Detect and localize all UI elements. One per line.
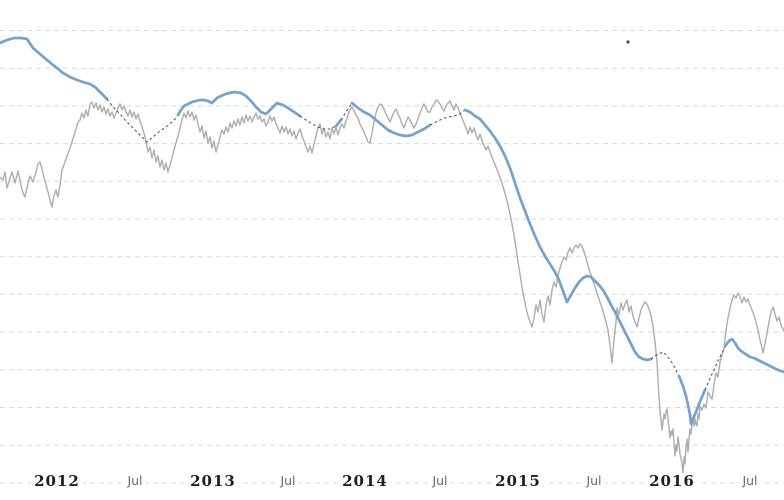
x-axis-month-label: Jul (277, 473, 299, 489)
blue-series-line-dashed-segment (429, 109, 466, 126)
blue-series-line-dashed-segment (299, 115, 337, 130)
blue-series-line-dashed-segment (704, 344, 727, 391)
series-group (0, 36, 784, 475)
x-axis-year-label: 2013 (187, 473, 239, 489)
artifact-dot (626, 40, 630, 44)
blue-series-line-solid-segment (677, 374, 707, 426)
x-axis-month-label: Jul (739, 473, 761, 489)
blue-series-line-solid-segment (334, 118, 343, 128)
blue-series-line-dashed-segment (650, 351, 680, 377)
x-axis-month-label: Jul (429, 473, 451, 489)
x-axis-month-label: Jul (583, 473, 605, 489)
blue-series-line-dashed-segment (340, 102, 353, 121)
blue-series-line-dashed-segment (106, 98, 179, 143)
blue-series-line-solid-segment (463, 108, 653, 362)
blue-series-line-solid-segment (176, 90, 302, 118)
blue-series-line-solid-segment (724, 337, 784, 374)
x-axis-month-label: Jul (124, 473, 146, 489)
gray-series-line (0, 99, 784, 475)
x-axis-year-label: 2014 (339, 473, 391, 489)
x-axis-year-label: 2012 (31, 473, 83, 489)
blue-series-line-solid-segment (350, 101, 432, 138)
x-axis-year-label: 2016 (646, 473, 698, 489)
gridlines-group (0, 30, 784, 484)
x-axis-year-label: 2015 (492, 473, 544, 489)
blue-series-line-solid-segment (0, 36, 109, 101)
